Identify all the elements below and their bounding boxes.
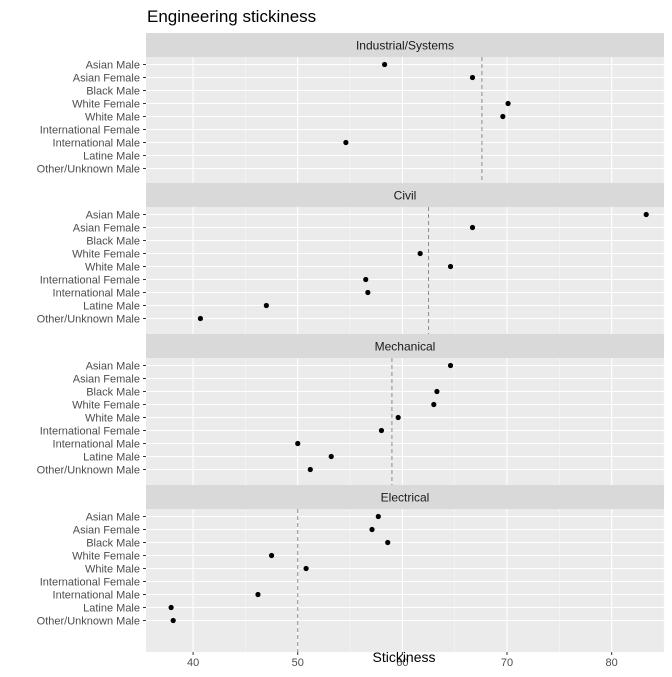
y-tick-label: White Female — [72, 400, 140, 412]
data-point — [263, 302, 269, 309]
data-point — [434, 388, 440, 395]
y-tick-label: White Male — [85, 564, 140, 576]
data-point — [255, 591, 261, 598]
y-tick-label: Asian Female — [73, 73, 140, 85]
y-tick-label: Other/Unknown Male — [37, 314, 140, 326]
chart-title: Engineering stickiness — [147, 7, 316, 26]
data-point — [343, 139, 349, 146]
data-point — [363, 276, 369, 283]
data-point — [505, 100, 511, 107]
data-point — [365, 289, 371, 296]
data-point — [447, 362, 454, 369]
y-tick-label: Other/Unknown Male — [37, 465, 140, 477]
data-point — [417, 250, 423, 257]
facet-strip-label: Mechanical — [375, 340, 436, 354]
y-tick-label: Black Male — [86, 86, 140, 98]
data-point — [385, 539, 391, 546]
data-point — [328, 453, 334, 460]
y-tick-label: Asian Male — [86, 210, 140, 222]
data-point — [307, 466, 313, 473]
x-tick-label: 40 — [187, 657, 199, 669]
facet-strip — [146, 485, 664, 509]
y-tick-label: International Female — [40, 577, 140, 589]
y-tick-label: Black Male — [86, 236, 140, 248]
x-axis-title: Stickiness — [372, 649, 435, 665]
data-point — [643, 211, 649, 218]
y-tick-label: International Male — [53, 138, 140, 150]
y-tick-label: International Male — [53, 288, 140, 300]
data-point — [469, 224, 476, 231]
data-point — [378, 427, 385, 434]
facet-strip-label: Industrial/Systems — [356, 39, 454, 53]
panel-background — [146, 207, 664, 350]
data-point — [268, 552, 275, 559]
y-tick-label: International Female — [40, 426, 140, 438]
data-point — [170, 617, 176, 624]
y-tick-label: White Female — [72, 99, 140, 111]
x-tick-label: 70 — [501, 657, 513, 669]
data-point — [369, 526, 375, 533]
data-point — [168, 604, 174, 611]
data-point — [500, 113, 506, 120]
x-tick-label: 80 — [606, 657, 618, 669]
y-tick-label: Asian Male — [86, 60, 140, 72]
y-tick-label: White Female — [72, 249, 140, 261]
data-point — [395, 414, 401, 421]
y-tick-label: Latine Male — [83, 301, 140, 313]
data-point — [447, 263, 454, 270]
y-tick-label: International Female — [40, 275, 140, 287]
data-point — [469, 74, 476, 81]
y-tick-label: Latine Male — [83, 603, 140, 615]
facet-strip-label: Electrical — [381, 491, 430, 505]
data-point — [381, 61, 388, 68]
panel-background — [146, 358, 664, 501]
y-tick-label: White Male — [85, 262, 140, 274]
panel-background — [146, 509, 664, 652]
y-tick-label: Asian Male — [86, 361, 140, 373]
y-tick-label: Asian Female — [73, 223, 140, 235]
y-tick-label: International Female — [40, 125, 140, 137]
y-tick-label: Other/Unknown Male — [37, 616, 140, 628]
x-tick-label: 60 — [396, 657, 408, 669]
data-point — [303, 565, 309, 572]
y-tick-label: White Male — [85, 112, 140, 124]
x-axis: 40 50 60 70 80 — [187, 652, 618, 669]
y-tick-label: Latine Male — [83, 151, 140, 163]
data-point — [375, 513, 381, 520]
facet-strip — [146, 33, 664, 57]
y-tick-label: International Male — [53, 439, 140, 451]
y-tick-label: International Male — [53, 590, 140, 602]
data-point — [431, 401, 437, 408]
y-tick-label: Black Male — [86, 538, 140, 550]
facet-strip — [146, 183, 664, 207]
facet-strip-label: Civil — [394, 189, 417, 203]
y-tick-label: White Female — [72, 551, 140, 563]
y-tick-label: Asian Female — [73, 374, 140, 386]
data-point — [197, 315, 204, 322]
y-tick-label: Black Male — [86, 387, 140, 399]
y-tick-label: Asian Female — [73, 525, 140, 537]
y-tick-label: Latine Male — [83, 452, 140, 464]
data-point — [295, 440, 301, 447]
y-tick-label: Asian Male — [86, 512, 140, 524]
y-tick-label: Other/Unknown Male — [37, 164, 140, 176]
facet-strip — [146, 334, 664, 358]
y-tick-label: White Male — [85, 413, 140, 425]
x-tick-label: 50 — [292, 657, 304, 669]
panel-background — [146, 57, 664, 200]
